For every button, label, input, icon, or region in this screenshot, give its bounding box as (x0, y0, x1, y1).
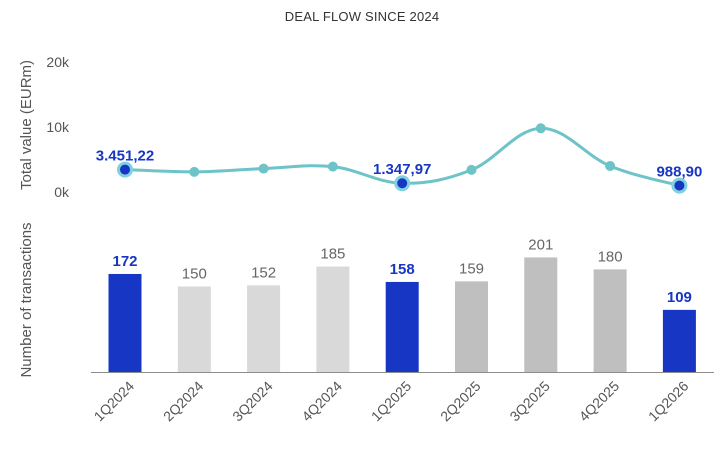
x-tick-label: 1Q2024 (91, 378, 138, 425)
bar-1Q2025 (385, 281, 419, 372)
line-y-tick-label: 10k (46, 119, 70, 135)
x-tick-label: 2Q2024 (160, 378, 207, 425)
line-point-2Q2025 (466, 164, 477, 175)
bar-value-label: 152 (251, 264, 276, 281)
x-tick-label: 1Q2026 (645, 378, 692, 425)
bar-value-label: 180 (598, 248, 623, 265)
bar-4Q2024 (316, 266, 350, 372)
bar-1Q2026 (662, 309, 696, 372)
bar-value-label: 158 (390, 261, 415, 278)
line-point-4Q2024 (327, 161, 338, 172)
bar-2Q2024 (177, 286, 211, 372)
bar-3Q2025 (524, 257, 558, 372)
x-tick-label: 3Q2024 (229, 378, 276, 425)
bar-value-label: 150 (182, 266, 207, 283)
bar-value-label: 159 (459, 260, 484, 277)
bar-series: 172 150 152 185 158 159 201 180 109 (108, 236, 696, 372)
line-y-tick-label: 20k (46, 54, 70, 70)
x-tick-label: 1Q2025 (368, 378, 415, 425)
line-point-1Q2026 (671, 177, 688, 194)
line-value-label: 988,90 (656, 164, 702, 181)
line-point-3Q2025 (535, 123, 546, 134)
line-value-label: 1.347,97 (373, 161, 431, 178)
line-point-2Q2024 (189, 166, 200, 177)
x-tick-label: 3Q2025 (506, 378, 553, 425)
line-point-4Q2025 (605, 161, 616, 171)
chart-title: DEAL FLOW SINCE 2024 (285, 9, 440, 24)
x-tick-label: 4Q2024 (298, 378, 345, 425)
bar-value-label: 185 (320, 246, 345, 263)
bar-value-label: 109 (667, 289, 692, 306)
x-tick-label: 2Q2025 (437, 378, 484, 425)
line-point-1Q2025 (394, 175, 411, 192)
line-y-axis-title: Total value (EURm) (18, 60, 35, 190)
bar-y-axis-title: Number of transactions (18, 222, 35, 377)
line-y-axis-ticks: 20k 10k 0k (46, 54, 70, 200)
bar-2Q2025 (455, 281, 488, 372)
bar-4Q2025 (593, 269, 627, 372)
x-tick-label: 4Q2025 (576, 378, 623, 425)
line-point-1Q2024 (117, 161, 133, 178)
line-y-tick-label: 0k (54, 184, 70, 200)
bar-1Q2024 (108, 273, 142, 372)
line-value-label: 3.451,22 (96, 148, 154, 165)
bar-3Q2024 (247, 285, 281, 372)
line-point-3Q2024 (258, 163, 269, 174)
x-axis-tick-labels: 1Q2024 2Q2024 3Q2024 4Q2024 1Q2025 2Q2025 3Q20… (91, 378, 692, 425)
line-series: 3.451,22 1.347,97 988,90 (96, 123, 702, 194)
bar-value-label: 172 (112, 253, 137, 270)
bar-value-label: 201 (528, 236, 553, 253)
